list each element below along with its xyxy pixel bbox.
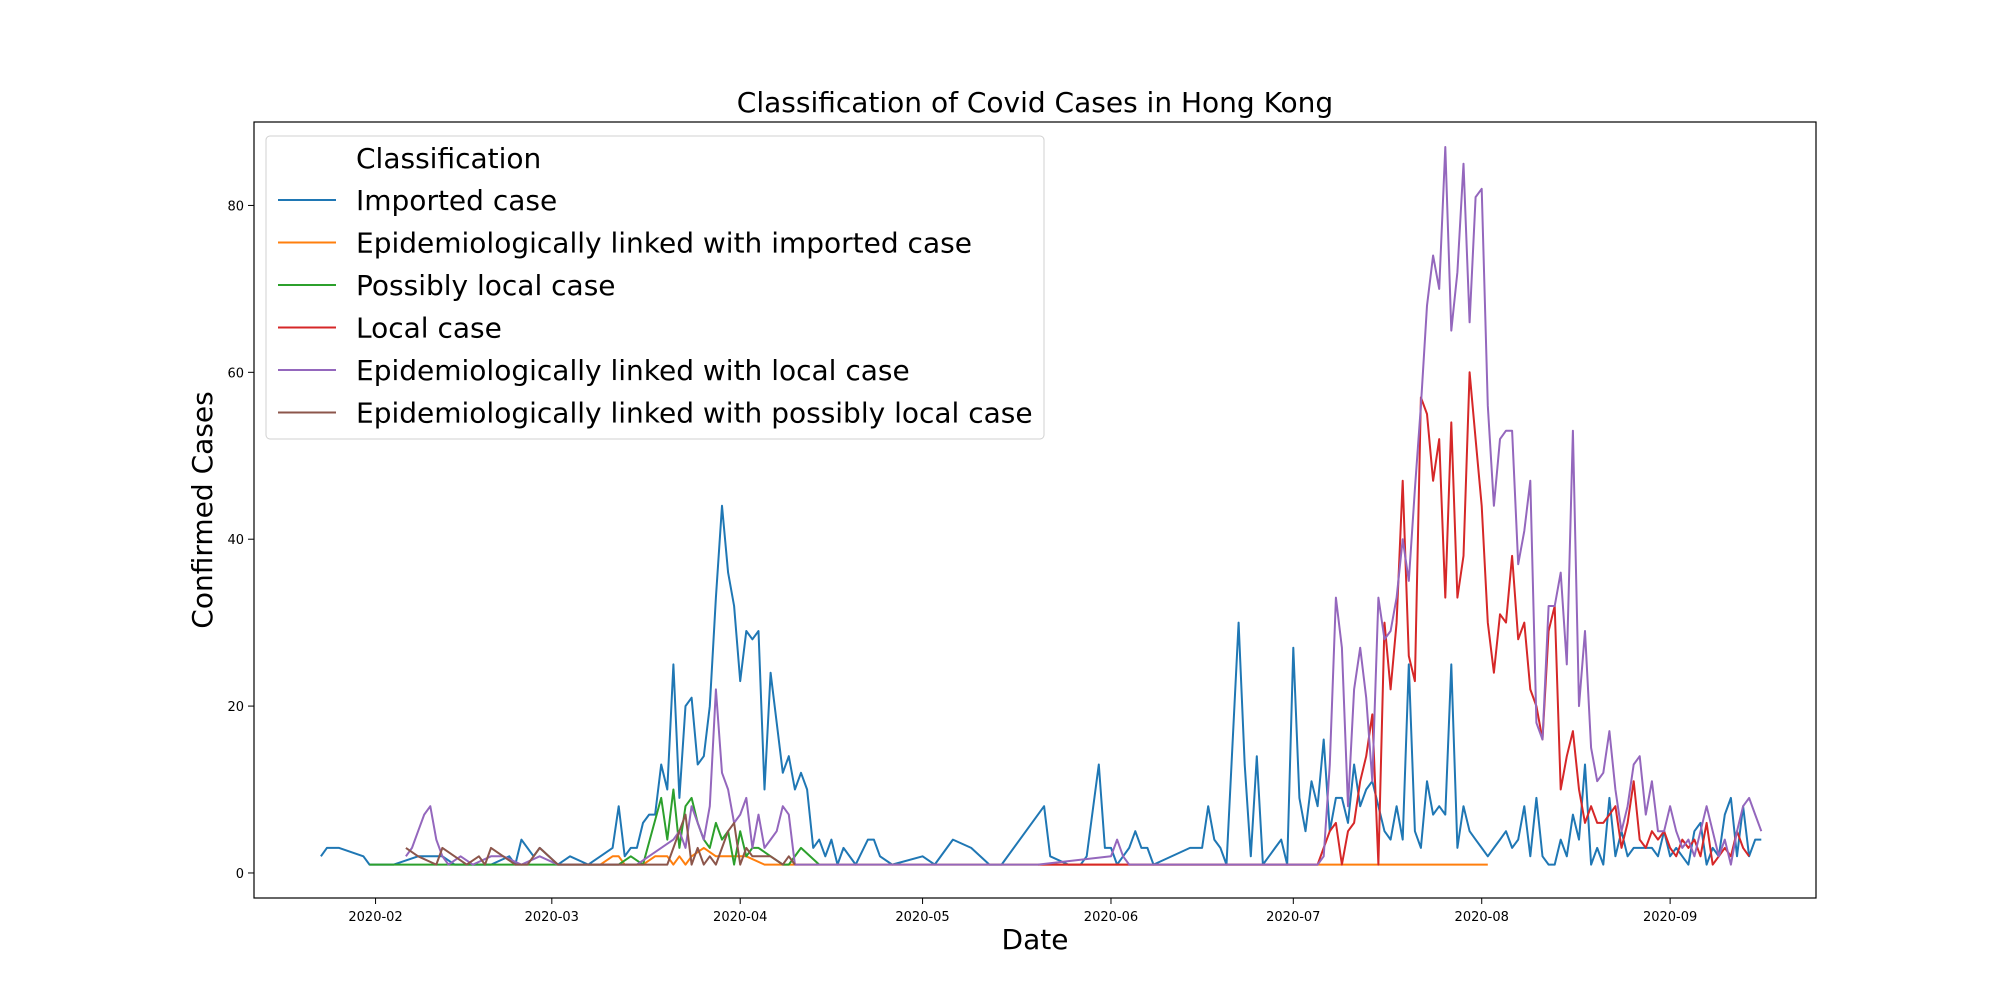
y-axis-label: Confirmed Cases <box>186 391 219 628</box>
legend-entry-label: Epidemiologically linked with imported c… <box>356 227 972 260</box>
x-tick-label: 2020-07 <box>1266 910 1320 925</box>
plot-lines <box>320 146 1763 866</box>
x-tick-label: 2020-08 <box>1455 910 1509 925</box>
legend-entry-label: Local case <box>356 312 502 345</box>
series-line-6 <box>405 813 796 866</box>
series-line-4 <box>1038 371 1750 866</box>
x-tick-label: 2020-09 <box>1643 910 1697 925</box>
y-tick-label: 60 <box>227 366 244 381</box>
y-tick-label: 40 <box>227 533 244 548</box>
y-tick-label: 20 <box>227 700 244 715</box>
legend: Classification Imported case Epidemiologi… <box>265 135 1045 440</box>
y-tick-label: 0 <box>236 867 244 882</box>
legend-entry-label: Imported case <box>356 184 557 217</box>
series-line-3 <box>369 788 820 866</box>
legend-entries: Imported case Epidemiologically linked wi… <box>278 184 1033 430</box>
legend-entry-label: Epidemiologically linked with local case <box>356 354 910 387</box>
x-tick-label: 2020-03 <box>525 910 579 925</box>
legend-box <box>265 135 1045 440</box>
series-line-2 <box>588 846 1488 866</box>
legend-entry-label: Possibly local case <box>356 269 616 302</box>
y-tick-label: 80 <box>227 199 244 214</box>
x-tick-label: 2020-06 <box>1084 910 1138 925</box>
x-axis: 2020-02 2020-03 2020-04 2020-05 2020-06 2020-… <box>348 898 1697 925</box>
x-tick-label: 2020-02 <box>348 910 402 925</box>
x-axis-label: Date <box>1002 923 1069 956</box>
x-tick-label: 2020-04 <box>713 910 767 925</box>
legend-title: Classification <box>356 142 541 175</box>
plot-frame <box>253 121 1817 899</box>
chart-title: Classification of Covid Cases in Hong Ko… <box>737 86 1333 119</box>
legend-entry-label: Epidemiologically linked with possibly l… <box>356 397 1033 430</box>
y-axis: 0 20 40 60 80 <box>227 199 254 882</box>
series-line-5 <box>405 146 1763 866</box>
x-tick-label: 2020-05 <box>895 910 949 925</box>
